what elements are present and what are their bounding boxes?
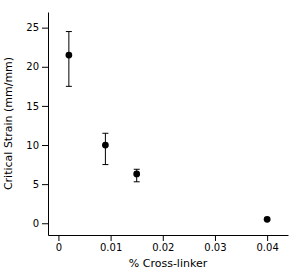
- tick: 10: [26, 140, 48, 151]
- y-axis-line: [48, 13, 49, 236]
- tick-mark: [267, 235, 268, 241]
- tick-label: 0.04: [256, 242, 278, 253]
- tick-label: 0.02: [152, 242, 174, 253]
- point: [102, 142, 109, 149]
- chart: 0 0.01 0.02 0.03 0.04 0 5 10 15 20 25 % Cross-linke…: [0, 0, 302, 273]
- error-cap-lower: [66, 86, 72, 87]
- tick-label: 0: [56, 242, 62, 253]
- tick: 15: [26, 101, 48, 112]
- tick-mark: [58, 235, 59, 241]
- tick-label: 10: [26, 140, 39, 151]
- x-axis: 0 0.01 0.02 0.03 0.04: [49, 235, 289, 253]
- y-axis-title: Critical Strain (mm/mm): [2, 57, 15, 190]
- tick-mark: [42, 28, 48, 29]
- point: [65, 52, 72, 59]
- error-bar: [102, 133, 108, 164]
- tick: 0: [33, 218, 48, 229]
- error-cap-upper: [102, 133, 108, 134]
- tick-mark: [42, 106, 48, 107]
- plot: 0 0.01 0.02 0.03 0.04 0 5 10 15 20 25: [26, 13, 288, 254]
- tick: 5: [33, 179, 48, 190]
- tick-mark: [163, 235, 164, 241]
- tick-label: 20: [26, 61, 39, 72]
- marks: [65, 32, 270, 223]
- tick: 0.04: [256, 235, 278, 253]
- tick-mark: [42, 67, 48, 68]
- error-cap-lower: [102, 164, 108, 165]
- tick: 20: [26, 61, 48, 72]
- tick-mark: [111, 235, 112, 241]
- tick-mark: [42, 223, 48, 224]
- tick-label: 0.03: [204, 242, 226, 253]
- tick: 0.03: [204, 235, 226, 253]
- tick-label: 0.01: [100, 242, 122, 253]
- tick: 25: [26, 22, 48, 33]
- y-axis: 0 5 10 15 20 25: [26, 13, 48, 236]
- tick: 0.01: [100, 235, 122, 253]
- error-cap-upper: [66, 31, 72, 32]
- tick-mark: [215, 235, 216, 241]
- tick-mark: [42, 145, 48, 146]
- point: [264, 216, 271, 223]
- error-cap-upper: [134, 169, 140, 170]
- error-bar-lower: [68, 55, 69, 86]
- error-cap-lower: [134, 181, 140, 182]
- x-axis-title: % Cross-linker: [129, 257, 208, 270]
- error-bar-upper: [68, 32, 69, 55]
- error-bar: [66, 32, 72, 87]
- tick-label: 25: [26, 22, 39, 33]
- tick-label: 5: [33, 179, 39, 190]
- tick: 0: [56, 235, 62, 253]
- error-bar: [134, 169, 140, 182]
- tick: 0.02: [152, 235, 174, 253]
- tick-mark: [42, 184, 48, 185]
- point: [133, 171, 140, 178]
- x-axis-line: [49, 235, 289, 236]
- tick-label: 0: [33, 218, 39, 229]
- tick-label: 15: [26, 101, 39, 112]
